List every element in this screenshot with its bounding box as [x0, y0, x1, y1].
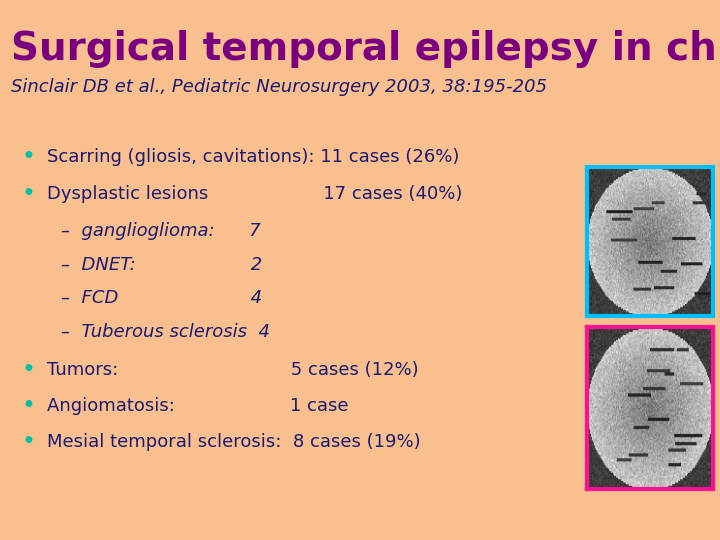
Text: –  ganglioglioma:      7: – ganglioglioma: 7 [61, 222, 261, 240]
Text: •: • [22, 358, 35, 382]
Text: Angiomatosis:                    1 case: Angiomatosis: 1 case [47, 397, 348, 415]
Text: •: • [22, 430, 35, 454]
Text: •: • [22, 145, 35, 168]
Text: –  DNET:                    2: – DNET: 2 [61, 255, 263, 274]
Text: –  Tuberous sclerosis  4: – Tuberous sclerosis 4 [61, 322, 270, 341]
Text: Dysplastic lesions                    17 cases (40%): Dysplastic lesions 17 cases (40%) [47, 185, 462, 204]
Text: Scarring (gliosis, cavitations): 11 cases (26%): Scarring (gliosis, cavitations): 11 case… [47, 147, 459, 166]
Text: Mesial temporal sclerosis:  8 cases (19%): Mesial temporal sclerosis: 8 cases (19%) [47, 433, 420, 451]
Text: •: • [22, 183, 35, 206]
Text: Sinclair DB et al., Pediatric Neurosurgery 2003, 38:195-205: Sinclair DB et al., Pediatric Neurosurge… [11, 78, 547, 96]
Text: Tumors:                              5 cases (12%): Tumors: 5 cases (12%) [47, 361, 418, 379]
Text: Surgical temporal epilepsy in children: Surgical temporal epilepsy in children [11, 30, 720, 68]
Text: –  FCD                       4: – FCD 4 [61, 289, 262, 307]
Text: •: • [22, 394, 35, 418]
